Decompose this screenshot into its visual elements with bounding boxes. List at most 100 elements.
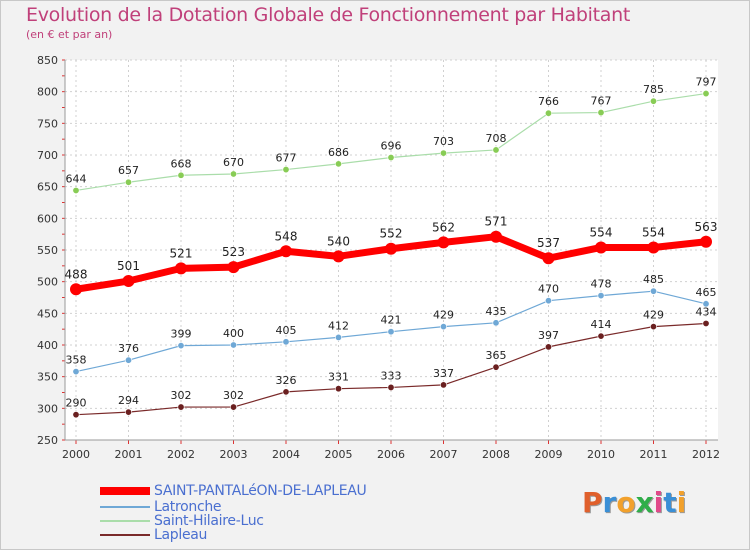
y-tick-label: 550 (37, 244, 58, 257)
series-1: 358 376 399 400 405 412 421 429 435 470 478 485 465 (66, 273, 717, 376)
data-label: 290 (66, 397, 87, 410)
data-label: 537 (537, 236, 560, 250)
data-label: 767 (591, 95, 612, 108)
data-point (597, 292, 605, 300)
y-tick-label: 350 (37, 371, 58, 384)
data-label: 465 (696, 286, 717, 299)
legend-swatch (100, 520, 150, 522)
data-point (177, 403, 185, 411)
data-point (544, 109, 552, 117)
data-label: 523 (222, 245, 245, 259)
x-tick-label: 2004 (272, 448, 300, 461)
data-point (649, 97, 657, 105)
y-tick-label: 750 (37, 117, 58, 130)
data-point (649, 287, 657, 295)
data-label: 302 (171, 389, 192, 402)
logo-letter: x (635, 486, 654, 519)
data-label: 644 (66, 172, 87, 185)
data-label: 552 (380, 227, 403, 241)
x-tick-label: 2001 (115, 448, 143, 461)
data-label: 429 (643, 309, 664, 322)
data-label: 333 (381, 369, 402, 382)
data-label: 703 (433, 135, 454, 148)
data-label: 412 (328, 319, 349, 332)
data-label: 421 (381, 314, 402, 327)
data-point (282, 166, 290, 174)
data-label: 563 (695, 220, 718, 234)
data-label: 668 (171, 157, 192, 170)
y-tick-label: 800 (37, 86, 58, 99)
data-point (230, 403, 238, 411)
data-point (227, 261, 240, 274)
data-label: 331 (328, 371, 349, 384)
data-point (125, 178, 133, 186)
x-tick-label: 2006 (377, 448, 405, 461)
data-point (334, 160, 342, 168)
data-label: 294 (118, 394, 139, 407)
data-point (387, 328, 395, 336)
series-3: 290 294 302 302 326 331 333 337 365 397 414 429 434 (66, 305, 717, 419)
data-point (702, 319, 710, 327)
legend-swatch (100, 487, 150, 495)
legend-swatch (100, 534, 150, 536)
data-label: 571 (485, 215, 508, 229)
data-point (70, 283, 82, 296)
data-point (334, 385, 342, 393)
data-point (387, 154, 395, 162)
data-point (334, 333, 342, 341)
logo-letter: P (582, 486, 603, 519)
data-point (122, 275, 135, 288)
data-label: 337 (433, 367, 454, 380)
data-point (544, 297, 552, 305)
data-label: 399 (171, 328, 192, 341)
data-point (439, 323, 447, 331)
data-label: 554 (642, 225, 665, 239)
data-label: 397 (538, 329, 559, 342)
x-tick-label: 2008 (482, 448, 510, 461)
data-point (332, 250, 345, 263)
data-point (72, 411, 80, 419)
data-point (125, 356, 133, 364)
y-tick-label: 250 (37, 434, 58, 447)
legend-swatch (100, 506, 150, 508)
data-label: 414 (591, 318, 612, 331)
data-label: 429 (433, 309, 454, 322)
data-point (175, 262, 187, 275)
legend-label: SAINT-PANTALéON-DE-LAPLEAU (154, 483, 367, 499)
chart-subtitle: (en € et par an) (26, 28, 113, 41)
data-point (700, 235, 712, 248)
data-label: 670 (223, 156, 244, 169)
data-point (437, 236, 450, 249)
data-label: 696 (381, 140, 402, 153)
data-label: 785 (643, 83, 664, 96)
data-point (177, 342, 185, 350)
data-label: 326 (276, 374, 297, 387)
data-label: 470 (538, 283, 559, 296)
x-tick-label: 2005 (325, 448, 353, 461)
chart-title: Evolution de la Dotation Globale de Fonc… (26, 4, 631, 26)
data-point (282, 388, 290, 396)
data-point (177, 171, 185, 179)
x-tick-label: 2012 (692, 448, 720, 461)
x-tick-label: 2003 (220, 448, 248, 461)
data-label: 358 (66, 354, 87, 367)
logo-letter: i (676, 486, 687, 519)
data-label: 435 (486, 305, 507, 318)
data-point (72, 368, 80, 376)
y-tick-label: 300 (37, 402, 58, 415)
data-point (649, 323, 657, 331)
y-tick-label: 600 (37, 212, 58, 225)
data-point (125, 408, 133, 416)
series-0: 488 501 521 523 548 540 552 562 571 537 554 554 563 (65, 215, 718, 296)
logo-letter: t (663, 486, 677, 519)
data-point (439, 149, 447, 157)
data-label: 302 (223, 389, 244, 402)
y-tick-label: 700 (37, 149, 58, 162)
data-point (387, 383, 395, 391)
data-point (702, 90, 710, 98)
x-tick-label: 2007 (430, 448, 458, 461)
data-point (385, 242, 397, 255)
y-tick-label: 650 (37, 181, 58, 194)
data-point (492, 146, 500, 154)
